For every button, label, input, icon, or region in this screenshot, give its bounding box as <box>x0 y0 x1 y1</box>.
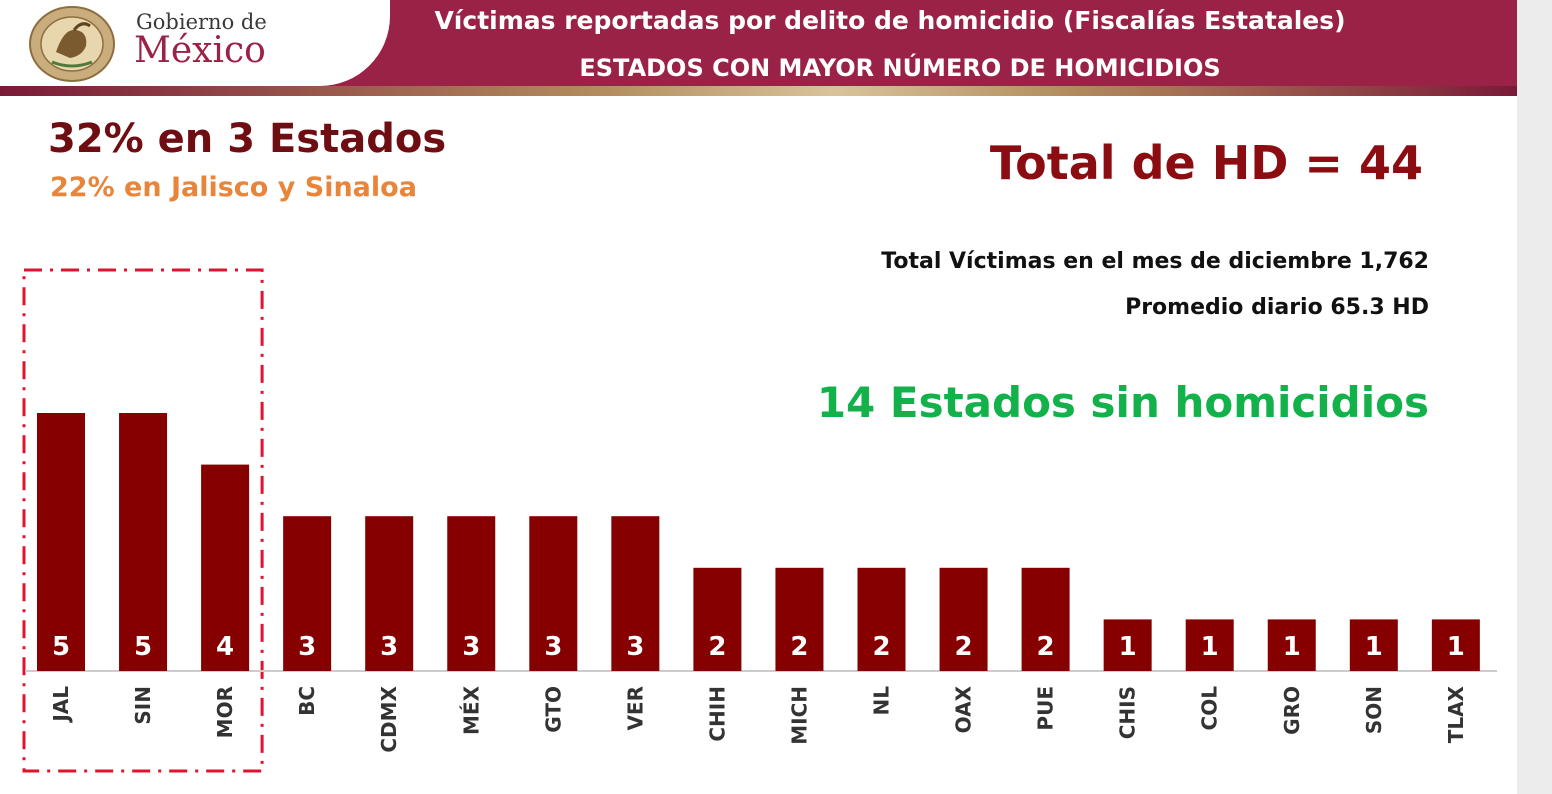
tick-label-chis: CHIS <box>1116 686 1140 739</box>
tick-label-jal: JAL <box>49 686 73 724</box>
tick-label-col: COL <box>1198 686 1222 731</box>
bar-bc <box>283 516 332 671</box>
bar-méx <box>447 516 496 671</box>
data-label-ver: 3 <box>626 632 644 662</box>
bar-col <box>1185 619 1234 671</box>
data-label-sin: 5 <box>134 632 152 662</box>
logo-text-line1: Gobierno de <box>136 10 267 34</box>
page-subtitle: ESTADOS CON MAYOR NÚMERO DE HOMICIDIOS <box>579 54 1221 82</box>
top-states-stat: 32% en 3 Estados <box>48 116 447 162</box>
bar-nl <box>857 567 906 671</box>
bar-chart: 5 JAL 5 SIN 4 MOR 3 BC 3 CDMX 3 MÉX 3 GTO 3 VER 2 CHIH 2 MI… <box>22 268 1497 773</box>
bar-pue <box>1021 567 1070 671</box>
bar-gto <box>529 516 578 671</box>
bar-son <box>1349 619 1398 671</box>
tick-label-bc: BC <box>295 686 319 716</box>
data-label-gto: 3 <box>544 632 562 662</box>
tick-label-pue: PUE <box>1034 686 1058 731</box>
logo-panel: Gobierno de México <box>0 0 390 86</box>
bar-tlax <box>1431 619 1480 671</box>
total-victims-stat: Total Víctimas en el mes de diciembre 1,… <box>881 249 1429 274</box>
bar-gro <box>1267 619 1316 671</box>
tick-label-cdmx: CDMX <box>377 685 401 752</box>
bar-ver <box>611 516 660 671</box>
data-label-méx: 3 <box>462 632 480 662</box>
data-label-col: 1 <box>1201 632 1219 662</box>
bar-oax <box>939 567 988 671</box>
tick-label-oax: OAX <box>952 685 976 733</box>
national-seal-icon <box>29 6 115 82</box>
page-title: Víctimas reportadas por delito de homici… <box>434 6 1346 35</box>
top-two-stat: 22% en Jalisco y Sinaloa <box>50 172 417 203</box>
data-label-mor: 4 <box>216 632 234 662</box>
bar-cdmx <box>365 516 414 671</box>
bar-sin <box>119 413 168 671</box>
bar-chih <box>693 567 742 671</box>
bar-chis <box>1103 619 1152 671</box>
header-divider <box>0 86 1517 96</box>
data-label-nl: 2 <box>872 632 890 662</box>
slide: Gobierno de México Víctimas reportadas p… <box>0 0 1517 794</box>
data-label-jal: 5 <box>52 632 70 662</box>
data-label-gro: 1 <box>1283 632 1301 662</box>
tick-label-mor: MOR <box>213 686 237 738</box>
tick-label-sin: SIN <box>131 686 155 725</box>
tick-label-gto: GTO <box>541 686 565 733</box>
data-label-chih: 2 <box>708 632 726 662</box>
daily-average-stat: Promedio diario 65.3 HD <box>1125 295 1429 320</box>
tick-label-nl: NL <box>870 686 894 716</box>
bar-jal <box>37 413 85 671</box>
tick-label-mich: MICH <box>787 686 811 745</box>
data-label-oax: 2 <box>955 632 973 662</box>
tick-label-chih: CHIH <box>705 686 729 742</box>
data-label-mich: 2 <box>790 632 808 662</box>
data-label-tlax: 1 <box>1447 632 1465 662</box>
total-hd-stat: Total de HD = 44 <box>989 136 1423 190</box>
logo-text-line2: México <box>134 30 266 71</box>
states-without-homicides-stat: 14 Estados sin homicidios <box>816 378 1429 427</box>
tick-label-méx: MÉX <box>459 685 483 735</box>
tick-label-gro: GRO <box>1280 686 1304 735</box>
tick-label-tlax: TLAX <box>1444 685 1468 743</box>
data-label-son: 1 <box>1365 632 1383 662</box>
data-label-bc: 3 <box>298 632 316 662</box>
data-label-cdmx: 3 <box>380 632 398 662</box>
highlight-box <box>22 268 264 773</box>
data-label-chis: 1 <box>1119 632 1137 662</box>
tick-label-son: SON <box>1362 686 1386 734</box>
data-label-pue: 2 <box>1037 632 1055 662</box>
bar-mor <box>201 464 250 671</box>
bar-mich <box>775 567 824 671</box>
tick-label-ver: VER <box>623 686 647 731</box>
